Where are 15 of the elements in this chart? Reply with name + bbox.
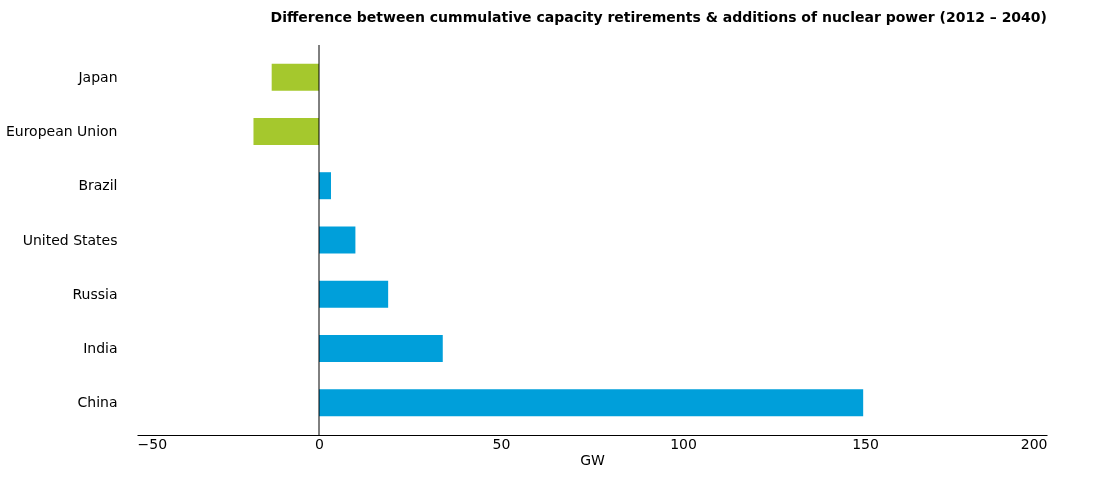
y-tick-label: Russia <box>72 285 118 302</box>
y-tick-label: Brazil <box>78 177 118 194</box>
y-tick-label: India <box>83 340 118 357</box>
x-tick-label: 100 <box>670 435 697 452</box>
y-tick-label: European Union <box>5 122 118 139</box>
y-tick-label: United States <box>22 231 118 248</box>
x-axis-title: GW <box>580 451 605 468</box>
x-tick-label: 0 <box>315 435 324 452</box>
chart-title: Difference between cummulative capacity retirements & additions of nuclear power (2012 – 2040) <box>270 8 1047 25</box>
x-tick-label: 150 <box>852 435 879 452</box>
y-tick-label: China <box>77 394 118 411</box>
y-tick-label: Japan <box>77 68 118 85</box>
x-tick-label: 50 <box>492 435 511 452</box>
x-tick-label: 200 <box>1020 435 1048 452</box>
x-tick-label: −50 <box>137 435 168 452</box>
